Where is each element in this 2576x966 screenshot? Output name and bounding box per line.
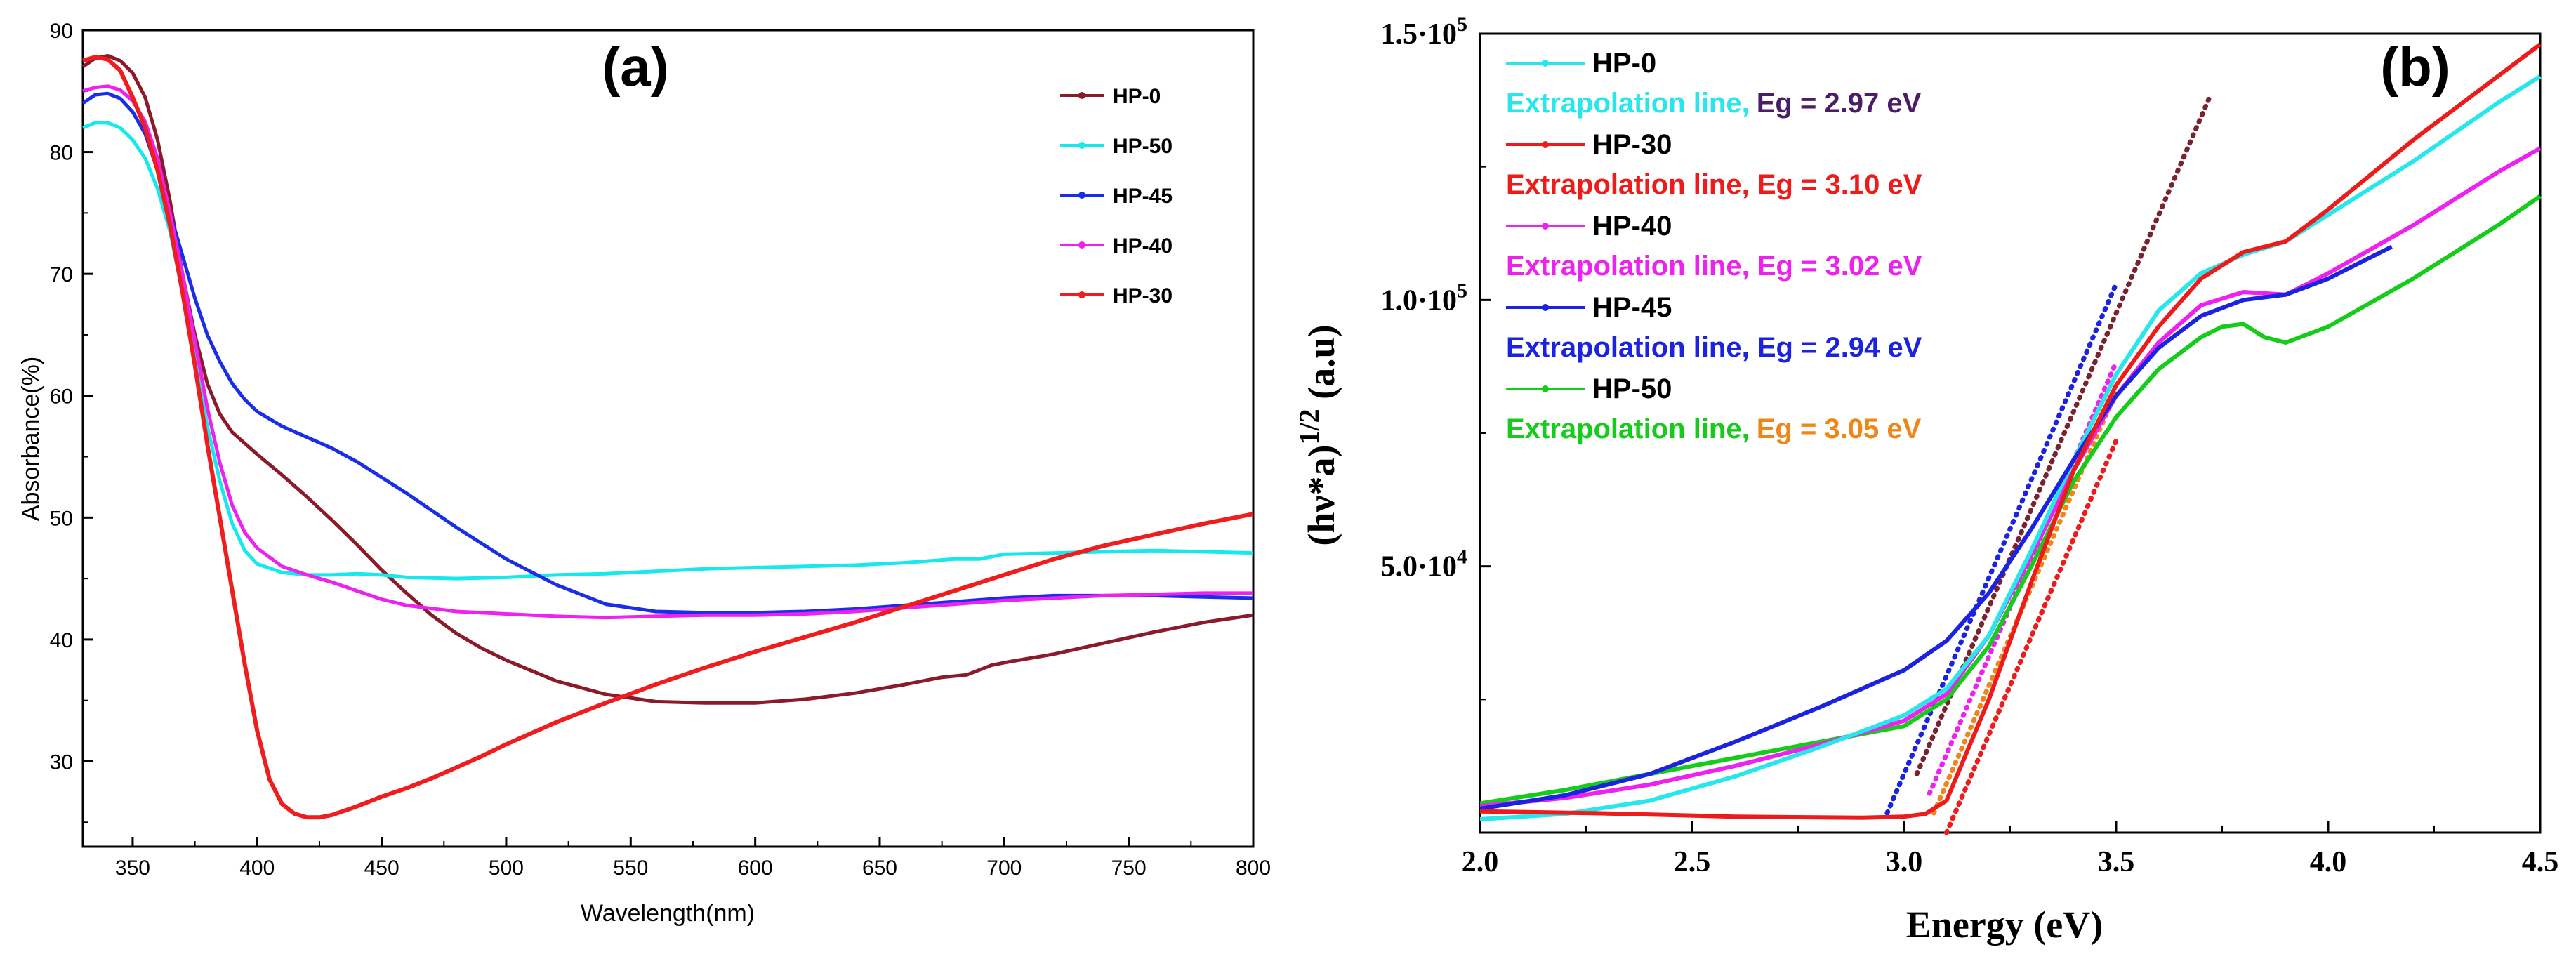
y-tick-mantissa-b: 1.0·10: [1380, 284, 1457, 317]
legend-label-hp-50: HP-50: [1113, 135, 1173, 158]
x-tick-label-a: 450: [364, 856, 399, 880]
x-axis-label-a: Wavelength(nm): [581, 900, 755, 927]
x-tick-label-a: 650: [862, 856, 897, 880]
series-lines-b: [1479, 42, 2542, 821]
y-tick-mantissa-b: 1.5·10: [1380, 18, 1457, 51]
y-axis-label-b: (hν*a)1/2 (a.u): [1293, 324, 1342, 545]
chart-panel-b: 2.0 2.5 3.0 3.5 4.0 4.55.0·1041.0·1051.5·105 …: [1293, 13, 2558, 946]
y-tick-exponent-b: 5: [1457, 13, 1467, 36]
legend-eg-label: Extrapolation line,: [1506, 88, 1750, 119]
legend-label-hp-50: HP-50: [1592, 373, 1672, 404]
y-tick-label-a: 30: [50, 750, 73, 774]
series-line-hp-50: [82, 121, 1254, 581]
axes-ticks-a: 350 400 450 500 550 600 650 700 750 800 30 40 50 60 70…: [50, 20, 1271, 880]
series-line-hp-45: [1479, 244, 2393, 811]
panel-label-a: (a): [602, 36, 668, 98]
x-tick-label-a: 350: [115, 856, 150, 880]
legend-marker-hp-45: [1542, 304, 1549, 311]
legend-marker-hp-0: [1542, 60, 1549, 67]
y-tick-label-a: 50: [50, 507, 73, 530]
y-tick-mantissa-b: 5.0·10: [1380, 551, 1457, 583]
legend-a: HP-0 HP-50 HP-45 HP-40 HP-30: [1060, 85, 1173, 307]
legend-label-hp-0: HP-0: [1592, 48, 1656, 79]
legend-marker-hp-30: [1078, 291, 1085, 298]
y-tick-label-b: 1.5·105: [1380, 13, 1467, 51]
x-tick-label-a: 700: [986, 856, 1022, 880]
legend-eg-label: Extrapolation line, Eg = 3.02 eV: [1506, 251, 1922, 282]
x-tick-label-b: 2.0: [1462, 846, 1499, 878]
legend-label-hp-30: HP-30: [1113, 284, 1173, 307]
legend-eg-label: Extrapolation line,: [1506, 413, 1750, 444]
series-line-hp-30: [1479, 42, 2542, 820]
x-tick-label-b: 3.0: [1886, 846, 1923, 878]
y-axis-label-b-main: (hν*a): [1300, 445, 1342, 546]
legend-label-hp-0: HP-0: [1113, 85, 1161, 108]
y-tick-label-b: 5.0·104: [1380, 545, 1467, 583]
legend-eg-value: Eg = 3.05 eV: [1757, 413, 1922, 444]
y-tick-label-b: 1.0·105: [1380, 279, 1467, 317]
legend-eg-hp-0: Extrapolation line, Eg = 2.97 eV: [1506, 88, 1922, 119]
legend-eg-hp-40: Extrapolation line, Eg = 3.02 eV: [1506, 251, 1922, 282]
x-tick-label-b: 4.5: [2522, 846, 2559, 878]
x-tick-label-b: 4.0: [2310, 846, 2347, 878]
extrapolation-lines-b: [1884, 95, 2212, 835]
series-line-hp-40: [82, 84, 1253, 620]
y-axis-label-a: Absorbance(%): [18, 357, 44, 521]
y-axis-label-b-unit: (a.u): [1300, 324, 1342, 409]
legend-label-hp-45: HP-45: [1592, 292, 1672, 323]
legend-label-hp-45: HP-45: [1113, 185, 1173, 208]
legend-eg-label: Extrapolation line, Eg = 2.94 eV: [1506, 332, 1922, 363]
x-tick-label-a: 550: [613, 856, 648, 880]
legend-marker-hp-30: [1542, 141, 1549, 148]
y-tick-exponent-b: 4: [1457, 545, 1467, 569]
legend-marker-hp-50: [1078, 142, 1085, 149]
series-line-hp-45: [81, 91, 1254, 615]
y-tick-exponent-b: 5: [1457, 279, 1467, 302]
legend-eg-value: Eg = 2.97 eV: [1757, 88, 1922, 119]
y-tick-label-a: 60: [50, 385, 73, 409]
series-line-hp-30: [82, 55, 1254, 820]
x-tick-label-a: 800: [1236, 856, 1271, 880]
legend-eg-hp-30: Extrapolation line, Eg = 3.10 eV: [1506, 169, 1922, 200]
legend-label-hp-40: HP-40: [1113, 234, 1173, 258]
plot-frame-a: [81, 29, 1255, 848]
y-axis-label-b-sup: 1/2: [1293, 409, 1325, 444]
x-tick-label-a: 400: [239, 856, 275, 880]
legend-label-hp-40: HP-40: [1592, 211, 1672, 242]
x-axis-label-b: Energy (eV): [1906, 904, 2103, 946]
extrapolation-line-hp-30: [1943, 438, 2119, 835]
legend-marker-hp-45: [1078, 192, 1085, 199]
y-tick-label-a: 80: [50, 142, 73, 165]
x-tick-label-a: 500: [489, 856, 524, 880]
legend-eg-hp-45: Extrapolation line, Eg = 2.94 eV: [1506, 332, 1922, 363]
legend-marker-hp-50: [1542, 385, 1549, 392]
x-tick-label-b: 2.5: [1674, 846, 1711, 878]
chart-panel-a: 350 400 450 500 550 600 650 700 750 800 30 40 50 60 70…: [18, 20, 1271, 927]
legend-marker-hp-0: [1078, 92, 1085, 99]
legend-marker-hp-40: [1542, 223, 1549, 230]
series-lines-a: [81, 54, 1254, 820]
series-line-hp-40: [1479, 146, 2542, 809]
series-line-hp-0: [81, 54, 1254, 705]
x-tick-label-a: 750: [1111, 856, 1147, 880]
y-tick-label-a: 90: [50, 20, 73, 43]
extrapolation-line-hp-45: [1884, 281, 2119, 816]
y-tick-label-a: 70: [50, 263, 73, 286]
legend-eg-hp-50: Extrapolation line, Eg = 3.05 eV: [1506, 413, 1922, 444]
legend-marker-hp-40: [1078, 242, 1085, 249]
x-tick-label-b: 3.5: [2098, 846, 2135, 878]
extrapolation-line-hp-0: [1914, 95, 2212, 776]
y-tick-label-a: 40: [50, 629, 73, 652]
panel-label-b: (b): [2380, 36, 2450, 98]
series-line-hp-50: [1479, 194, 2542, 806]
legend-eg-label: Extrapolation line, Eg = 3.10 eV: [1506, 169, 1922, 200]
x-tick-label-a: 600: [738, 856, 773, 880]
legend-label-hp-30: HP-30: [1592, 129, 1672, 160]
